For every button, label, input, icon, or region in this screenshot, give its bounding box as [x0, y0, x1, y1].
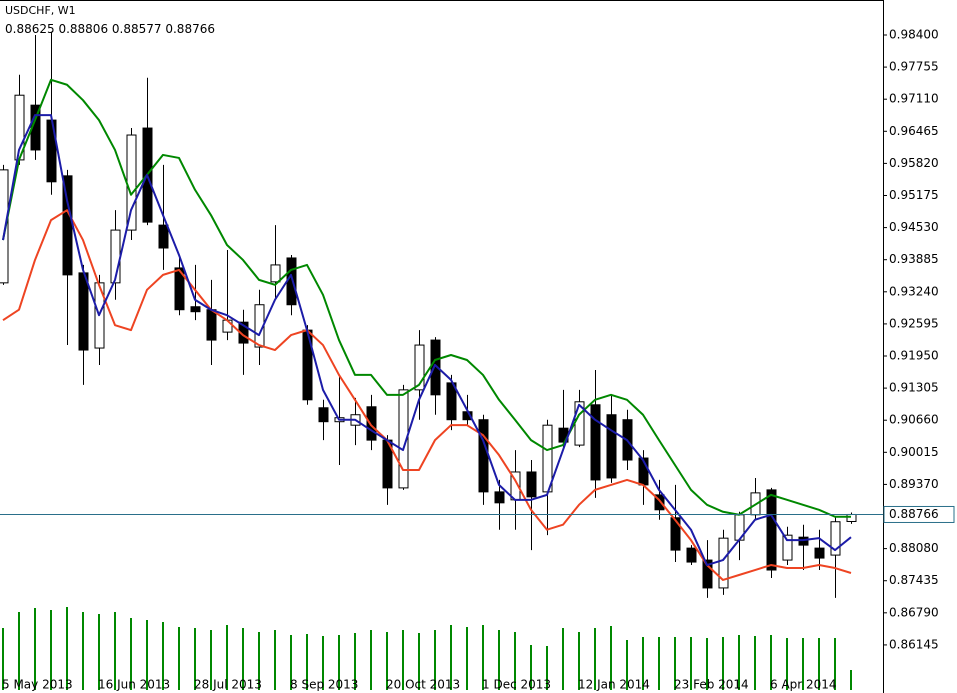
candle-body [270, 264, 281, 283]
candle-body [414, 344, 425, 391]
y-tick-label: 0.86790 [889, 605, 939, 619]
candle-body [606, 414, 617, 479]
y-tick-label: 0.96465 [889, 124, 939, 138]
candle-body [718, 537, 729, 589]
x-tick-label: 12 Jan 2014 [578, 678, 650, 692]
close-value: 0.88766 [165, 22, 215, 36]
candle-body [0, 169, 9, 284]
current-price-box [883, 505, 955, 523]
x-tick-label: 5 May 2013 [2, 678, 73, 692]
candle-body [174, 267, 185, 311]
candle-body [846, 513, 857, 522]
y-tick-label: 0.92595 [889, 316, 939, 330]
moving-average-line [2, 114, 852, 567]
y-tick-label: 0.86145 [889, 637, 939, 651]
candle-body [830, 521, 841, 556]
y-tick-label: 0.94530 [889, 220, 939, 234]
ohlc-header: 0.88625 0.88806 0.88577 0.88766 [5, 22, 215, 36]
candle-body [702, 559, 713, 589]
candle-body [494, 491, 505, 504]
y-tick-label: 0.95820 [889, 156, 939, 170]
candle-body [590, 404, 601, 481]
y-tick-label: 0.88080 [889, 541, 939, 555]
x-tick-label: 23 Feb 2014 [674, 678, 749, 692]
candle-body [398, 389, 409, 489]
candle-body [78, 272, 89, 351]
candle-body [814, 547, 825, 559]
x-tick-label: 28 Jul 2013 [194, 678, 262, 692]
candle-body [686, 547, 697, 563]
y-tick-label: 0.91950 [889, 349, 939, 363]
y-tick-label: 0.97755 [889, 60, 939, 74]
x-tick-label: 8 Sep 2013 [290, 678, 358, 692]
candle-body [286, 257, 297, 306]
y-tick-label: 0.95175 [889, 188, 939, 202]
candle-body [766, 489, 777, 571]
x-tick-label: 16 Jun 2013 [98, 678, 170, 692]
candle-body [366, 406, 377, 441]
candle-body [126, 134, 137, 231]
candle-body [318, 407, 329, 423]
candle-body [190, 306, 201, 313]
moving-average-line [2, 78, 851, 518]
y-tick-label: 0.97110 [889, 92, 939, 106]
y-tick-label: 0.93240 [889, 284, 939, 298]
x-tick-label: 20 Oct 2013 [386, 678, 460, 692]
moving-average-line [2, 209, 852, 581]
symbol-title: USDCHF, W1 [5, 4, 76, 17]
candle-body [670, 517, 681, 551]
x-tick-label: 1 Dec 2013 [482, 678, 551, 692]
y-tick-label: 0.98400 [889, 27, 939, 41]
candle-body [158, 224, 169, 249]
y-tick-label: 0.90015 [889, 445, 939, 459]
y-tick-label: 0.89370 [889, 477, 939, 491]
low-value: 0.88577 [112, 22, 162, 36]
y-tick-label: 0.93885 [889, 252, 939, 266]
y-tick-label: 0.91305 [889, 381, 939, 395]
high-value: 0.88806 [58, 22, 108, 36]
open-value: 0.88625 [5, 22, 55, 36]
candle-body [478, 419, 489, 493]
candle-body [526, 471, 537, 498]
y-tick-label: 0.90660 [889, 413, 939, 427]
candle-body [206, 309, 217, 341]
candle-body [782, 534, 793, 561]
x-tick-label: 6 Apr 2014 [770, 678, 837, 692]
current-price-label: 0.88766 [889, 507, 939, 521]
y-tick-label: 0.87435 [889, 573, 939, 587]
candle-body [654, 494, 665, 511]
